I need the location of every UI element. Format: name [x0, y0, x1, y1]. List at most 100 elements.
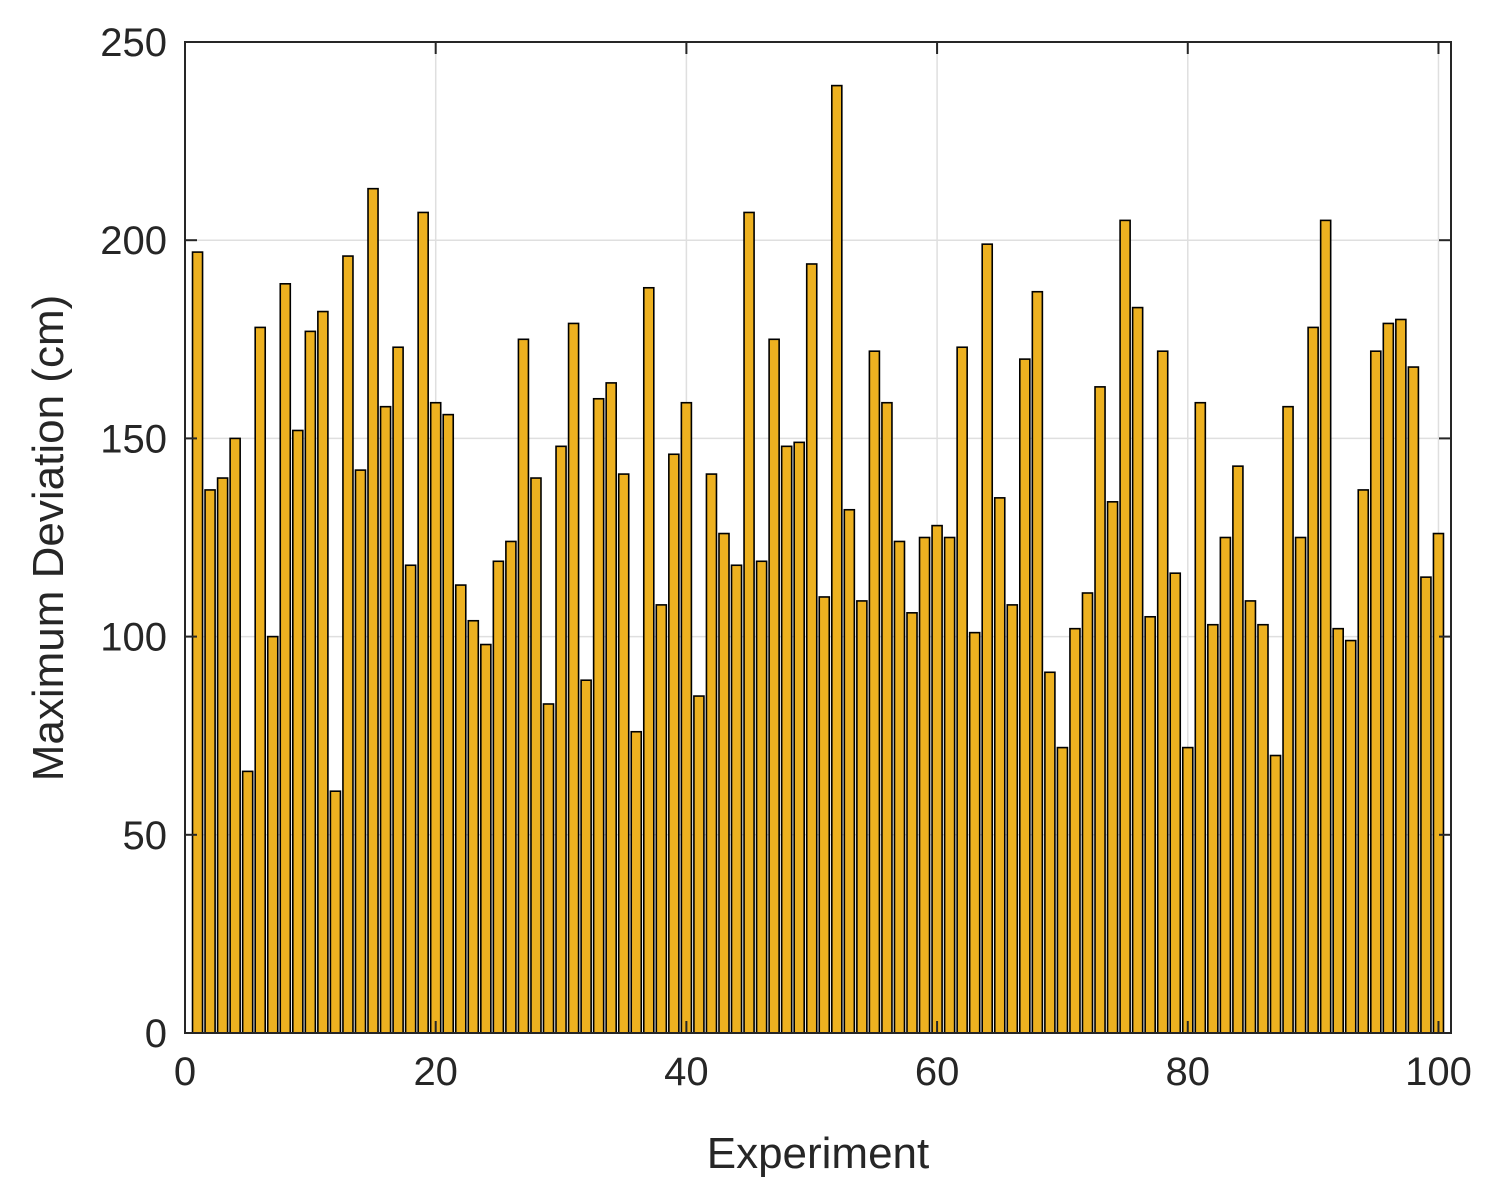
bar: [693, 695, 705, 1034]
bar: [1257, 623, 1269, 1034]
bar: [642, 286, 655, 1034]
bar: [392, 346, 404, 1034]
bar: [680, 401, 693, 1034]
bar: [1119, 219, 1131, 1034]
bar: [1094, 386, 1106, 1034]
x-tick-label: 40: [664, 1050, 709, 1094]
bar: [1044, 671, 1056, 1034]
bar: [1407, 366, 1420, 1034]
bar: [956, 346, 968, 1034]
bar: [530, 477, 542, 1034]
axes: [184, 41, 1452, 1034]
bar: [856, 600, 868, 1034]
bar: [705, 473, 718, 1034]
bar: [943, 536, 956, 1034]
x-tick-labels: 0 20 40 60 80 100: [174, 1050, 1472, 1094]
bar: [893, 540, 906, 1034]
bar: [505, 540, 517, 1034]
bar: [1019, 358, 1031, 1034]
y-tick-label: 150: [100, 417, 167, 461]
bar: [968, 631, 981, 1034]
bar: [492, 560, 505, 1034]
x-axis-title: Experiment: [707, 1129, 930, 1178]
bar: [1332, 627, 1345, 1034]
bar: [768, 338, 780, 1034]
bar: [567, 322, 580, 1034]
bar: [279, 282, 292, 1034]
bar: [1194, 401, 1207, 1034]
bar: [1307, 326, 1319, 1034]
bar: [216, 477, 229, 1034]
bar: [780, 445, 793, 1034]
plot-frame: [184, 41, 1452, 1034]
x-tick-label: 100: [1405, 1050, 1472, 1094]
y-tick-label: 50: [123, 814, 168, 858]
bar: [555, 445, 567, 1034]
bar: [429, 401, 442, 1034]
bar: [1031, 290, 1044, 1034]
bar: [805, 263, 818, 1034]
bar: [630, 730, 643, 1034]
bar: [291, 429, 304, 1034]
x-tick-label: 0: [174, 1050, 196, 1094]
bar: [204, 489, 216, 1034]
bar: [480, 643, 492, 1034]
y-tick-label: 250: [100, 21, 167, 65]
bar: [367, 187, 379, 1034]
bar: [1244, 600, 1257, 1034]
x-tick-label: 20: [413, 1050, 458, 1094]
bar: [442, 413, 455, 1034]
bar: [1131, 306, 1144, 1034]
bar: [1357, 489, 1370, 1034]
bar: [229, 437, 241, 1034]
bar: [1156, 350, 1169, 1034]
bar: [1169, 572, 1182, 1034]
bar: [379, 405, 392, 1034]
bar: [818, 596, 831, 1034]
bar: [793, 441, 806, 1034]
bar: [266, 635, 279, 1034]
bar: [404, 564, 417, 1034]
bar: [1319, 219, 1332, 1034]
bar: [354, 469, 367, 1034]
y-tick-label: 0: [145, 1012, 167, 1056]
bar: [317, 310, 329, 1034]
bar: [467, 619, 480, 1034]
bar: [1207, 623, 1219, 1034]
bar: [1294, 536, 1307, 1034]
bar: [1219, 536, 1232, 1034]
bar: [1144, 615, 1156, 1034]
bar: [1006, 604, 1019, 1034]
bar: [417, 211, 429, 1034]
bar: [1069, 627, 1081, 1034]
bar: [1269, 754, 1282, 1034]
bar: [906, 612, 918, 1034]
bar: [918, 536, 931, 1034]
bar: [254, 326, 267, 1034]
bar: [755, 560, 768, 1034]
bar: [1282, 405, 1294, 1034]
bar: [931, 524, 943, 1034]
bar: [454, 584, 467, 1034]
bar: [993, 497, 1006, 1034]
bar: [718, 532, 730, 1034]
bar: [342, 255, 354, 1034]
bar: [605, 382, 617, 1034]
bar: [580, 679, 592, 1034]
bar: [1081, 592, 1094, 1034]
bar: [1382, 322, 1395, 1034]
bar: [241, 770, 254, 1034]
bar: [517, 338, 530, 1034]
bar: [191, 251, 204, 1034]
bars: [191, 84, 1445, 1034]
bar: [981, 243, 994, 1034]
y-axis-title: Maximum Deviation (cm): [24, 295, 73, 782]
bar: [843, 508, 856, 1034]
bar: [730, 564, 743, 1034]
bar: [1181, 746, 1194, 1034]
bar: [592, 397, 605, 1034]
bar: [329, 790, 342, 1034]
bar: [1344, 639, 1357, 1034]
bar: [1432, 532, 1445, 1034]
